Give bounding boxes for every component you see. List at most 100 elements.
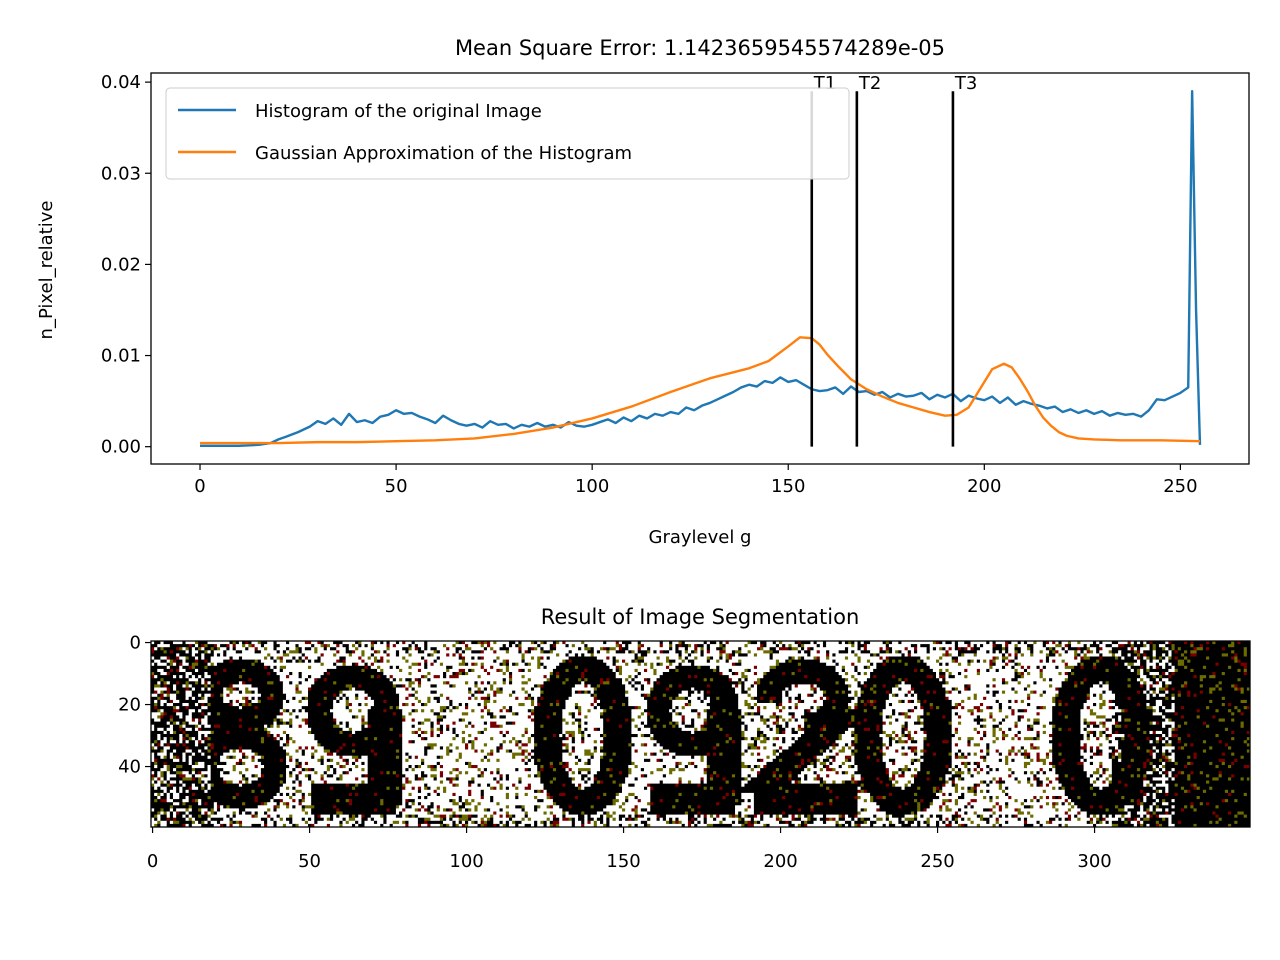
segmentation-pixel-run bbox=[355, 662, 359, 667]
segmentation-pixel-run bbox=[904, 647, 909, 651]
segmentation-pixel-run bbox=[1224, 718, 1232, 722]
segmentation-pixel-run bbox=[854, 665, 858, 670]
segmentation-pixel-run bbox=[1187, 743, 1191, 747]
segmentation-pixel-run bbox=[242, 641, 246, 645]
segmentation-pixel-run bbox=[1017, 715, 1022, 719]
segmentation-pixel-run bbox=[414, 730, 419, 735]
segmentation-pixel-run bbox=[1168, 737, 1179, 741]
segmentation-pixel-run bbox=[1165, 644, 1172, 648]
segmentation-pixel-run bbox=[1168, 687, 1172, 691]
segmentation-pixel-run bbox=[769, 653, 774, 657]
segmentation-pixel-run bbox=[929, 712, 953, 716]
segmentation-pixel-run bbox=[603, 659, 613, 664]
segmentation-pixel-run bbox=[694, 727, 698, 732]
segmentation-pixel-run bbox=[1171, 647, 1176, 651]
segmentation-pixel-run bbox=[1058, 693, 1088, 698]
segmentation-pixel-run bbox=[719, 696, 739, 701]
segmentation-pixel-run bbox=[430, 678, 504, 682]
segmentation-pixel-run bbox=[882, 749, 896, 753]
segmentation-pixel-run bbox=[797, 703, 824, 707]
segmentation-pixel-run bbox=[568, 653, 576, 657]
segmentation-pixel-run bbox=[154, 672, 161, 676]
segmentation-pixel-run bbox=[279, 644, 296, 648]
segmentation-pixel-run bbox=[709, 659, 717, 664]
segmentation-pixel-run bbox=[1136, 641, 1141, 645]
segmentation-pixel-run bbox=[788, 690, 814, 695]
segmentation-pixel-run bbox=[785, 706, 789, 710]
segmentation-pixel-run bbox=[194, 644, 199, 648]
segmentation-pixel-run bbox=[474, 668, 485, 673]
segmentation-pixel-run bbox=[669, 696, 673, 701]
segmentation-pixel-run bbox=[926, 730, 953, 735]
segmentation-pixel-run bbox=[1017, 653, 1022, 657]
segmentation-pixel-run bbox=[857, 678, 868, 682]
segmentation-pixel-run bbox=[910, 734, 927, 738]
segmentation-pixel-run bbox=[276, 647, 287, 651]
segmentation-pixel-run bbox=[304, 749, 315, 753]
segmentation-pixel-run bbox=[323, 746, 340, 750]
segmentation-pixel-run bbox=[625, 718, 629, 722]
segmentation-pixel-run bbox=[637, 687, 642, 691]
segmentation-pixel-run bbox=[411, 703, 416, 707]
segmentation-pixel-run bbox=[392, 712, 397, 716]
segmentation-pixel-run bbox=[298, 709, 303, 713]
segmentation-pixel-run bbox=[452, 644, 456, 648]
segmentation-pixel-run bbox=[333, 724, 340, 729]
segmentation-pixel-run bbox=[769, 724, 777, 729]
segmentation-pixel-run bbox=[543, 724, 563, 729]
segmentation-pixel-run bbox=[238, 749, 243, 753]
segmentation-pixel-run bbox=[556, 734, 560, 738]
segmentation-pixel-run bbox=[1017, 730, 1022, 735]
segmentation-pixel-run bbox=[169, 672, 186, 676]
segmentation-pixel-run bbox=[587, 721, 604, 726]
segmentation-pixel-run bbox=[207, 641, 230, 645]
segmentation-pixel-run bbox=[1218, 662, 1241, 667]
segmentation-pixel-run bbox=[835, 690, 840, 695]
segmentation-pixel-run bbox=[609, 706, 613, 710]
segmentation-pixel-run bbox=[1114, 746, 1119, 750]
segmentation-pixel-run bbox=[1011, 653, 1015, 657]
segmentation-pixel-run bbox=[336, 721, 340, 726]
segmentation-pixel-run bbox=[1086, 678, 1128, 682]
segmentation-pixel-run bbox=[188, 734, 199, 738]
segmentation-pixel-run bbox=[898, 659, 902, 664]
segmentation-pixel-run bbox=[172, 668, 177, 673]
segmentation-pixel-run bbox=[480, 696, 488, 701]
segmentation-pixel-run bbox=[1105, 715, 1113, 719]
segmentation-pixel-run bbox=[220, 681, 240, 685]
segmentation-pixel-run bbox=[760, 715, 764, 719]
segmentation-pixel-run bbox=[424, 644, 428, 648]
segmentation-pixel-run bbox=[857, 644, 865, 648]
segmentation-pixel-run bbox=[1162, 730, 1169, 735]
segmentation-pixel-run bbox=[590, 749, 595, 753]
segmentation-pixel-run bbox=[1234, 687, 1238, 691]
segmentation-pixel-run bbox=[254, 752, 259, 757]
segmentation-pixel-run bbox=[226, 644, 230, 648]
segmentation-pixel-run bbox=[474, 709, 482, 713]
segmentation-pixel-run bbox=[361, 703, 365, 707]
threshold-markers: T1 T2 T3 bbox=[810, 73, 977, 447]
segmentation-pixel-run bbox=[565, 678, 570, 682]
segmentation-pixel-run bbox=[361, 644, 365, 648]
segmentation-pixel-run bbox=[201, 656, 205, 660]
segmentation-pixel-run bbox=[1143, 653, 1147, 657]
segmentation-pixel-run bbox=[483, 668, 488, 673]
segmentation-pixel-run bbox=[1061, 653, 1075, 657]
segmentation-pixel-run bbox=[254, 647, 259, 651]
segmentation-pixel-run bbox=[524, 659, 538, 664]
segmentation-pixel-run bbox=[1240, 709, 1251, 713]
segmentation-pixel-run bbox=[917, 650, 927, 654]
segmentation-pixel-run bbox=[822, 696, 827, 701]
segmentation-pixel-run bbox=[854, 734, 858, 738]
segmentation-pixel-run bbox=[647, 718, 657, 722]
segmentation-pixel-run bbox=[389, 659, 406, 664]
segmentation-pixel-run bbox=[443, 675, 447, 679]
segmentation-pixel-run bbox=[336, 659, 340, 664]
segmentation-pixel-run bbox=[895, 693, 899, 698]
segmentation-pixel-run bbox=[1221, 703, 1226, 707]
segmentation-pixel-run bbox=[873, 690, 877, 695]
segmentation-pixel-run bbox=[571, 715, 576, 719]
segmentation-pixel-run bbox=[351, 684, 359, 688]
segmentation-pixel-run bbox=[951, 647, 956, 651]
segmentation-pixel-run bbox=[1152, 684, 1163, 688]
